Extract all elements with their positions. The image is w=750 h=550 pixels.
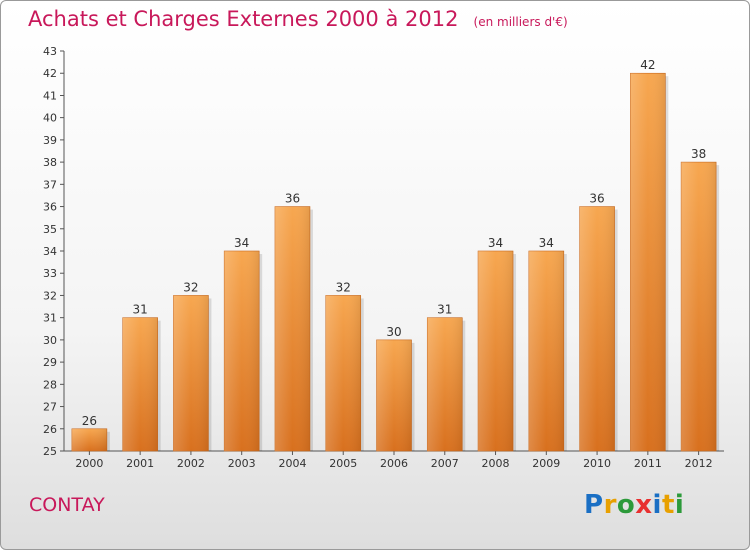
bar-value-label: 34 — [234, 236, 249, 250]
title-main: Achats et Charges Externes 2000 à 2012 — [28, 7, 459, 31]
chart-bars: 26 31 32 34 36 32 30 31 34 34 36 42 38 — [71, 58, 720, 452]
bar-value-label: 42 — [640, 58, 655, 72]
x-tick-label: 2003 — [228, 457, 256, 470]
y-tick-label: 29 — [43, 356, 57, 369]
x-tick-label: 2011 — [634, 457, 662, 470]
logo-letter: x — [635, 490, 653, 520]
bar-highlight — [173, 295, 209, 451]
commune-name: CONTAY — [29, 494, 105, 516]
proxiti-logo: Proxiti — [584, 490, 684, 520]
bar-value-label: 26 — [82, 414, 97, 428]
x-tick-label: 2005 — [329, 457, 357, 470]
x-tick-label: 2009 — [532, 457, 560, 470]
y-tick-label: 41 — [43, 89, 57, 102]
chart-title: Achats et Charges Externes 2000 à 2012 (… — [28, 7, 568, 31]
logo-letter: t — [661, 490, 675, 520]
bar-highlight — [224, 251, 260, 451]
bar-value-label: 34 — [539, 236, 554, 250]
x-tick-label: 2010 — [583, 457, 611, 470]
bar-highlight — [630, 73, 666, 451]
logo-letter: i — [674, 490, 685, 520]
logo-letter: P — [584, 490, 604, 520]
y-tick-label: 32 — [43, 289, 57, 302]
bar-highlight — [274, 206, 310, 451]
y-tick-label: 26 — [43, 423, 57, 436]
bar-value-label: 31 — [133, 303, 148, 317]
x-tick-label: 2000 — [75, 457, 103, 470]
bar-highlight — [427, 317, 463, 451]
logo-letter: i — [652, 490, 662, 520]
y-tick-label: 38 — [43, 156, 57, 169]
y-tick-label: 31 — [43, 312, 57, 325]
y-tick-label: 37 — [43, 178, 57, 191]
x-tick-label: 2007 — [431, 457, 459, 470]
x-tick-label: 2001 — [126, 457, 154, 470]
x-tick-label: 2008 — [482, 457, 510, 470]
x-tick-label: 2004 — [278, 457, 306, 470]
bar-highlight — [376, 339, 412, 451]
y-tick-label: 39 — [43, 134, 57, 147]
bar-value-label: 32 — [183, 280, 198, 294]
y-tick-label: 27 — [43, 401, 57, 414]
bar-highlight — [579, 206, 615, 451]
y-tick-label: 34 — [43, 245, 57, 258]
y-tick-label: 33 — [43, 267, 57, 280]
bar-value-label: 38 — [691, 147, 706, 161]
bar-value-label: 32 — [336, 280, 351, 294]
y-tick-label: 30 — [43, 334, 57, 347]
bar-value-label: 34 — [488, 236, 503, 250]
bar-highlight — [122, 317, 158, 451]
x-tick-label: 2012 — [685, 457, 713, 470]
y-tick-label: 35 — [43, 223, 57, 236]
y-tick-label: 42 — [43, 67, 57, 80]
y-tick-label: 40 — [43, 112, 57, 125]
bar-highlight — [325, 295, 361, 451]
bar-highlight — [71, 428, 107, 451]
bar-value-label: 36 — [589, 192, 604, 206]
bar-value-label: 31 — [437, 303, 452, 317]
y-tick-label: 43 — [43, 45, 57, 58]
x-tick-label: 2002 — [177, 457, 205, 470]
bar-highlight — [528, 251, 564, 451]
x-tick-label: 2006 — [380, 457, 408, 470]
bar-value-label: 30 — [386, 325, 401, 339]
y-tick-label: 25 — [43, 445, 57, 458]
bar-value-label: 36 — [285, 192, 300, 206]
y-tick-label: 28 — [43, 378, 57, 391]
logo-letter: o — [616, 490, 636, 520]
chart-axes: 25 26 27 28 29 30 31 32 33 34 35 36 37 38 39 40 41 42 43 20… — [43, 45, 724, 470]
bar-highlight — [681, 162, 717, 451]
y-tick-label: 36 — [43, 201, 57, 214]
bar-highlight — [478, 251, 514, 451]
logo-letter: r — [603, 490, 617, 520]
title-unit: (en milliers d'€) — [473, 15, 568, 29]
